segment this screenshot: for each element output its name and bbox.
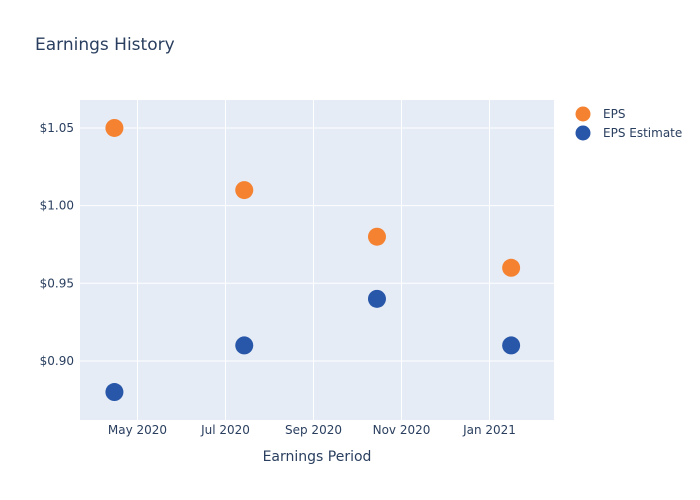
eps-estimate-point — [235, 336, 254, 355]
eps-estimate-point — [502, 336, 521, 355]
y-tick-label: $1.00 — [40, 199, 74, 213]
y-tick-label: $1.05 — [40, 121, 74, 135]
x-axis-title: Earnings Period — [263, 449, 372, 465]
y-axis-ticks: $0.90 $0.95 $1.00 $1.05 — [40, 121, 74, 368]
legend-marker-eps — [575, 106, 591, 122]
eps-point — [105, 118, 124, 137]
x-tick-label: Jul 2020 — [200, 423, 250, 437]
eps-point — [235, 181, 254, 200]
data-points — [105, 118, 521, 402]
eps-point — [502, 258, 521, 277]
plot-area — [80, 100, 554, 420]
eps-estimate-point — [105, 383, 124, 402]
x-tick-label: Sep 2020 — [285, 423, 342, 437]
chart-title: Earnings History — [35, 35, 175, 55]
x-tick-label: Jan 2021 — [462, 423, 516, 437]
eps-estimate-point — [367, 289, 386, 308]
legend-label-eps-estimate: EPS Estimate — [603, 126, 682, 140]
legend[interactable]: EPS EPS Estimate — [575, 106, 683, 141]
x-tick-label: Nov 2020 — [373, 423, 431, 437]
eps-point — [367, 227, 386, 246]
x-axis-ticks: May 2020 Jul 2020 Sep 2020 Nov 2020 Jan 2021 — [108, 423, 516, 437]
grid — [80, 100, 554, 420]
x-tick-label: May 2020 — [108, 423, 167, 437]
legend-marker-eps-estimate — [575, 125, 591, 141]
legend-label-eps: EPS — [603, 107, 625, 121]
y-tick-label: $0.90 — [40, 354, 74, 368]
y-tick-label: $0.95 — [40, 276, 74, 290]
